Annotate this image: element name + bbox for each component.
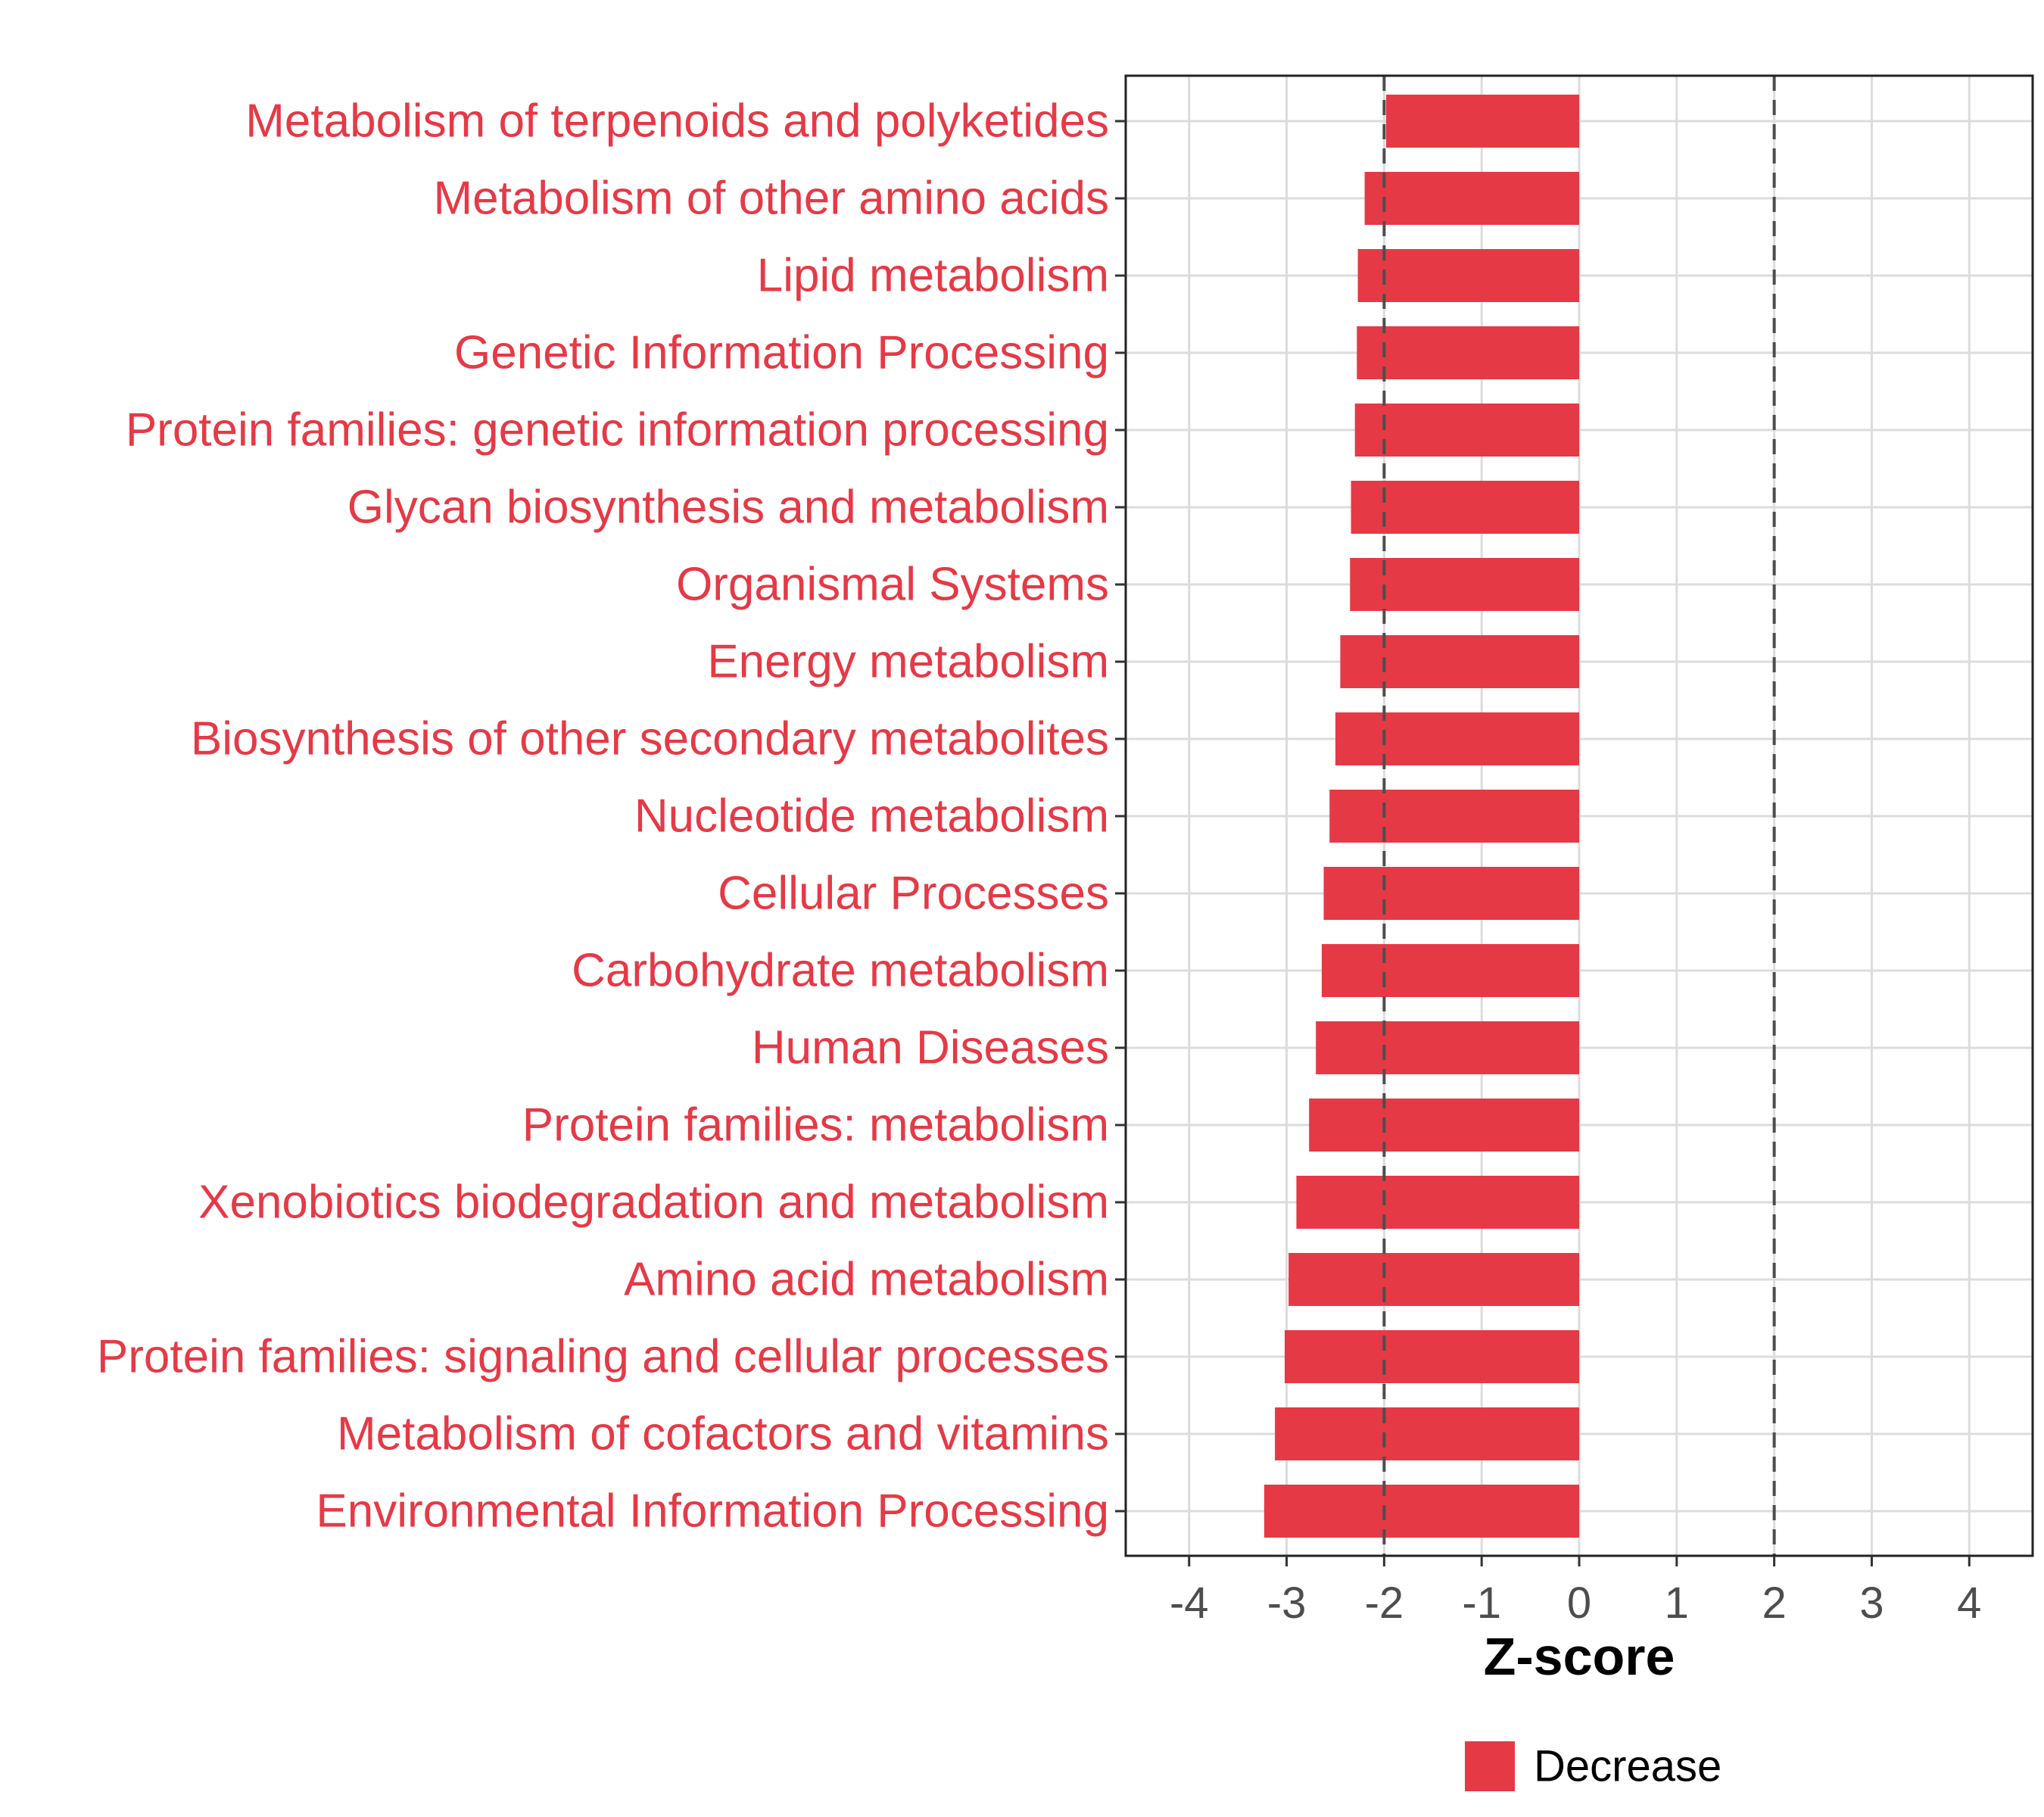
- category-label: Lipid metabolism: [757, 250, 1109, 302]
- category-label: Cellular Processes: [718, 868, 1109, 920]
- category-label: Carbohydrate metabolism: [572, 945, 1109, 997]
- category-label: Metabolism of terpenoids and polyketides: [245, 95, 1109, 148]
- bar: [1329, 790, 1579, 843]
- bar: [1351, 481, 1579, 534]
- x-tick-label: 3: [1859, 1579, 1884, 1628]
- category-label: Human Diseases: [752, 1022, 1109, 1074]
- bar: [1354, 404, 1579, 457]
- category-label: Organismal Systems: [676, 559, 1109, 611]
- x-tick-label: -2: [1365, 1579, 1404, 1628]
- bar: [1357, 249, 1579, 302]
- category-label: Protein families: signaling and cellular…: [97, 1331, 1109, 1383]
- x-tick-label: 1: [1665, 1579, 1689, 1628]
- bar: [1385, 95, 1579, 148]
- bar: [1316, 1021, 1579, 1074]
- bar: [1357, 326, 1579, 379]
- x-tick-label: -3: [1267, 1579, 1307, 1628]
- bar: [1340, 635, 1579, 688]
- bar: [1323, 867, 1579, 920]
- category-label: Glycan biosynthesis and metabolism: [347, 482, 1109, 534]
- bar: [1309, 1099, 1579, 1152]
- category-label: Protein families: genetic information pr…: [126, 404, 1109, 457]
- x-tick-label: 4: [1957, 1579, 1981, 1628]
- legend-swatch: [1465, 1741, 1515, 1791]
- x-tick-label: -1: [1462, 1579, 1501, 1628]
- bar: [1364, 172, 1579, 225]
- category-label: Metabolism of cofactors and vitamins: [337, 1408, 1109, 1460]
- x-axis-title: Z-score: [1484, 1627, 1675, 1686]
- category-label: Energy metabolism: [707, 636, 1109, 688]
- category-label: Xenobiotics biodegradation and metabolis…: [198, 1177, 1109, 1229]
- bar: [1284, 1330, 1579, 1383]
- bar: [1263, 1485, 1579, 1538]
- bar: [1288, 1253, 1579, 1306]
- x-tick-label: -4: [1170, 1579, 1209, 1628]
- category-label: Environmental Information Processing: [316, 1485, 1109, 1538]
- x-tick-label: 0: [1567, 1579, 1591, 1628]
- x-tick-label: 2: [1762, 1579, 1787, 1628]
- legend-label: Decrease: [1534, 1742, 1722, 1791]
- bar: [1335, 712, 1579, 765]
- category-label: Amino acid metabolism: [624, 1254, 1109, 1306]
- category-label: Biosynthesis of other secondary metaboli…: [191, 713, 1109, 765]
- bar: [1321, 944, 1579, 997]
- category-label: Nucleotide metabolism: [634, 790, 1109, 843]
- bar: [1350, 558, 1579, 611]
- bar: [1275, 1407, 1579, 1460]
- category-label: Genetic Information Processing: [454, 327, 1109, 379]
- bar: [1296, 1176, 1579, 1229]
- category-label: Protein families: metabolism: [522, 1099, 1109, 1152]
- category-label: Metabolism of other amino acids: [433, 173, 1109, 225]
